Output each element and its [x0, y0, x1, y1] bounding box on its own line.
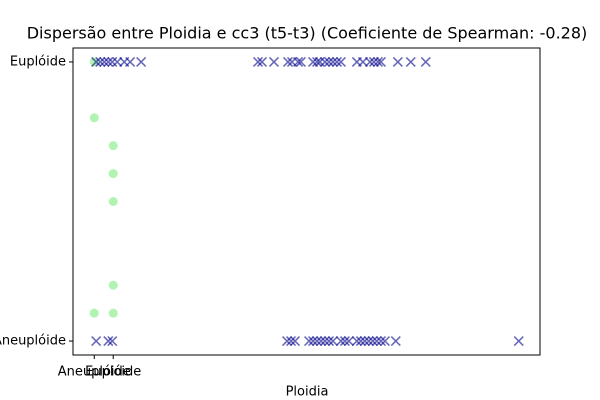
point [293, 56, 304, 67]
point [256, 56, 268, 67]
point [319, 56, 331, 67]
point [405, 56, 416, 67]
point [136, 56, 147, 67]
point [103, 336, 114, 347]
point [355, 336, 366, 347]
point [103, 56, 114, 67]
plot-frame [72, 47, 541, 356]
point [89, 113, 99, 123]
point [315, 336, 327, 347]
point [107, 336, 118, 347]
point [390, 336, 401, 347]
point [351, 336, 362, 347]
point [327, 336, 339, 347]
point [108, 197, 118, 206]
point [372, 56, 383, 67]
point [108, 169, 118, 179]
point [319, 336, 331, 347]
point [89, 308, 99, 318]
point [99, 56, 110, 67]
x-tick-label: Aneuplóide [58, 365, 131, 380]
point [312, 336, 323, 347]
point [312, 56, 323, 67]
point [420, 56, 431, 67]
point [91, 336, 102, 347]
point [392, 56, 403, 67]
point [125, 56, 136, 67]
x-axis-label: Ploidia [286, 385, 329, 400]
point [108, 141, 118, 151]
point [513, 336, 524, 347]
point [335, 336, 346, 347]
point [89, 57, 99, 67]
point [379, 336, 390, 347]
point [359, 336, 370, 347]
x-tick-label: Euplóide [85, 365, 141, 380]
point [327, 56, 339, 67]
point [286, 336, 297, 347]
point [331, 56, 342, 67]
point [335, 56, 346, 67]
chart-title: Dispersão entre Ploidia e cc3 (t5-t3) (C… [27, 24, 588, 43]
point [304, 336, 315, 347]
point [364, 56, 376, 67]
point [343, 336, 354, 347]
point [323, 336, 335, 347]
point [268, 56, 279, 67]
point [108, 280, 118, 290]
point [252, 56, 264, 67]
point [295, 56, 306, 67]
point [95, 56, 106, 67]
point [371, 336, 382, 347]
y-tick-label: Aneuplóide [0, 334, 66, 349]
point [375, 336, 387, 347]
point [339, 336, 350, 347]
point [367, 336, 378, 347]
y-tick-label: Euplóide [10, 54, 66, 69]
point [108, 308, 118, 318]
point [375, 56, 387, 67]
point [107, 56, 118, 67]
point [363, 336, 374, 347]
point [289, 336, 301, 347]
point [308, 336, 319, 347]
point [282, 56, 294, 67]
point [282, 336, 293, 347]
point [323, 56, 335, 67]
point [91, 56, 102, 67]
